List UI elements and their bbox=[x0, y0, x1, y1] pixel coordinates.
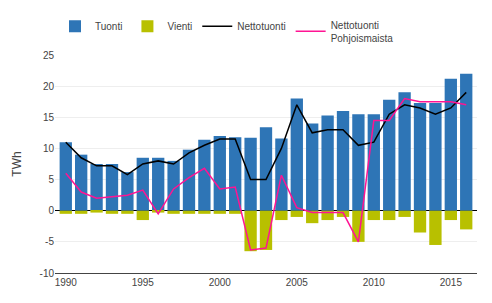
svg-text:5: 5 bbox=[48, 174, 54, 185]
svg-text:-10: -10 bbox=[40, 268, 55, 279]
svg-text:Tuonti: Tuonti bbox=[95, 21, 122, 32]
svg-text:2005: 2005 bbox=[286, 277, 309, 288]
svg-text:2015: 2015 bbox=[440, 277, 463, 288]
svg-text:TWh: TWh bbox=[10, 151, 24, 176]
svg-text:20: 20 bbox=[43, 81, 55, 92]
svg-text:15: 15 bbox=[43, 112, 55, 123]
svg-text:1995: 1995 bbox=[132, 277, 155, 288]
svg-text:0: 0 bbox=[48, 205, 54, 216]
svg-text:-5: -5 bbox=[45, 236, 54, 247]
svg-text:Nettotuonti: Nettotuonti bbox=[237, 21, 285, 32]
svg-text:2000: 2000 bbox=[209, 277, 232, 288]
svg-text:10: 10 bbox=[43, 143, 55, 154]
svg-text:1990: 1990 bbox=[55, 277, 78, 288]
svg-text:2010: 2010 bbox=[363, 277, 386, 288]
svg-text:Vienti: Vienti bbox=[167, 21, 192, 32]
svg-text:NettotuontiPohjoismaista: NettotuontiPohjoismaista bbox=[331, 20, 394, 44]
svg-text:25: 25 bbox=[43, 50, 55, 61]
